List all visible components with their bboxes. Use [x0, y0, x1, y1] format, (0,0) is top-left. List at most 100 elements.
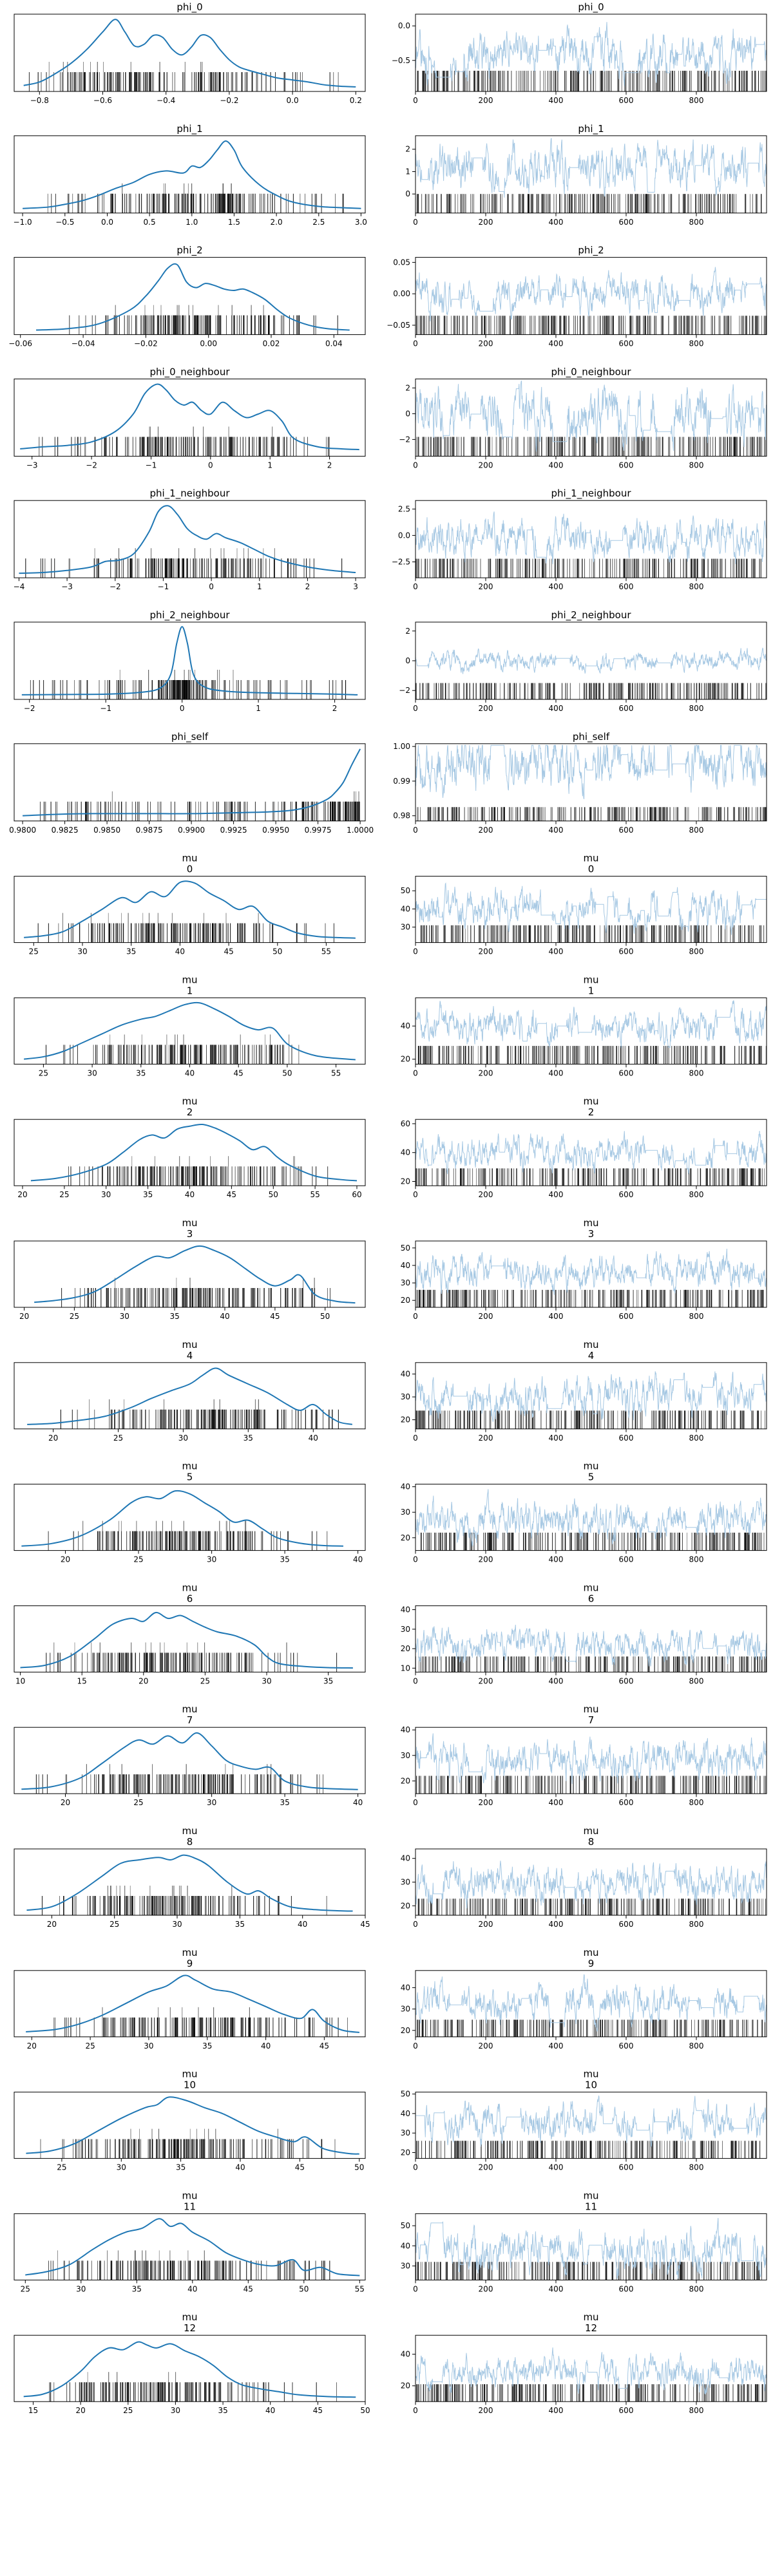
x-tick-label: −2 — [110, 582, 121, 591]
plot-title: mu — [583, 1217, 598, 1229]
x-tick-label: −0.6 — [93, 96, 112, 105]
x-tick-label: 50 — [269, 1190, 278, 1199]
x-tick-label: 200 — [479, 339, 493, 348]
x-tick-label: 0.9900 — [178, 826, 205, 835]
density-curve — [24, 880, 356, 939]
x-tick-label: 800 — [689, 1068, 704, 1077]
plot-title: 0 — [588, 864, 595, 875]
x-tick-label: 45 — [270, 1312, 280, 1321]
y-tick-label: 0.00 — [393, 289, 410, 298]
y-tick-label: 0 — [405, 656, 410, 665]
y-tick-label: 1 — [405, 167, 410, 176]
x-tick-label: 0 — [208, 460, 213, 469]
x-tick-label: −0.02 — [134, 339, 158, 348]
trace-panel: phi_1 2 1 0 0 200 400 600 800 — [405, 123, 767, 227]
y-tick-label: 1.00 — [393, 742, 410, 751]
density-panel: phi_1_neighbour −4 −3 −2 −1 0 1 2 3 — [14, 488, 366, 591]
x-tick-label: 35 — [143, 1190, 153, 1199]
x-tick-label: 30 — [101, 1190, 111, 1199]
density-curve — [21, 626, 358, 696]
rug-marks — [417, 1046, 767, 1065]
axes-frame — [14, 14, 366, 92]
x-tick-label: −0.04 — [72, 339, 95, 348]
x-tick-label: 600 — [619, 704, 634, 713]
x-tick-label: 400 — [549, 460, 564, 469]
x-tick-label: 3 — [353, 582, 358, 591]
rug-marks — [61, 1278, 330, 1307]
rug-marks — [415, 558, 761, 578]
x-tick-label: 0.0 — [287, 96, 299, 105]
x-tick-label: 30 — [87, 1068, 97, 1077]
x-tick-label: 1.5 — [228, 218, 240, 227]
axes-frame — [415, 743, 767, 822]
plot-title: phi_2 — [578, 245, 604, 257]
density-curve — [20, 383, 359, 451]
y-tick-label: 0 — [405, 189, 410, 198]
plot-title: mu — [182, 1095, 197, 1107]
x-tick-label: 800 — [689, 460, 704, 469]
plot-title: mu — [182, 853, 197, 864]
axes-frame — [415, 135, 767, 214]
density-panel: phi_0 −0.8 −0.6 −0.4 −0.2 0.0 0.2 — [14, 1, 366, 105]
x-tick-label: 200 — [479, 96, 493, 105]
y-tick-label: 2 — [405, 145, 410, 154]
y-tick-label: 50 — [401, 886, 410, 895]
plot-title: phi_self — [171, 731, 209, 743]
x-tick-label: 45 — [227, 1190, 236, 1199]
x-tick-label: 25 — [29, 947, 39, 956]
x-tick-label: 50 — [320, 1312, 330, 1321]
y-tick-label: 0.98 — [393, 811, 410, 820]
y-tick-label: 20 — [401, 1177, 410, 1186]
x-tick-label: 40 — [185, 1068, 195, 1077]
x-tick-label: 800 — [689, 582, 704, 591]
x-tick-label: 40 — [185, 1190, 195, 1199]
x-tick-label: 0.9950 — [262, 826, 289, 835]
x-tick-label: 0.9875 — [136, 826, 163, 835]
rug-marks — [47, 183, 344, 213]
x-tick-label: 0.2 — [350, 96, 362, 105]
trace-panel: phi_0 0.0 −0.5 0 200 400 600 800 — [392, 1, 767, 105]
x-tick-label: 600 — [619, 96, 634, 105]
y-tick-label: 0.0 — [398, 21, 410, 30]
plot-title: 1 — [588, 985, 595, 996]
y-tick-label: 0.0 — [398, 531, 410, 540]
plot-title: phi_self — [573, 731, 610, 743]
x-tick-label: −3 — [26, 460, 38, 469]
x-tick-label: 400 — [549, 704, 564, 713]
x-tick-label: 0 — [413, 1068, 418, 1077]
x-tick-label: 200 — [479, 218, 493, 227]
y-tick-label: 0.99 — [393, 777, 410, 786]
x-tick-label: −0.2 — [220, 96, 238, 105]
x-tick-label: 400 — [549, 96, 564, 105]
axes-frame — [14, 997, 366, 1065]
x-tick-label: 400 — [549, 218, 564, 227]
x-tick-label: 200 — [479, 947, 493, 956]
axes-frame — [415, 500, 767, 578]
density-curve — [23, 140, 361, 209]
y-tick-label: 0 — [405, 409, 410, 418]
x-tick-label: 400 — [549, 826, 564, 835]
trace-line — [415, 380, 767, 452]
density-panel: phi_self 0.9800 0.9825 0.9850 0.9875 0.9900 0.… — [9, 731, 374, 835]
x-tick-label: 2 — [332, 704, 338, 713]
trace-panel: phi_2 0.05 0.00 −0.050 200 400 600 800 — [386, 245, 767, 348]
plot-title: phi_1_neighbour — [149, 488, 230, 500]
axes-frame — [415, 997, 767, 1065]
x-tick-label: 200 — [479, 704, 493, 713]
axes-frame — [14, 257, 366, 336]
y-tick-label: 2 — [405, 627, 410, 636]
x-tick-label: 600 — [619, 1068, 634, 1077]
trace-panel: mu2 60 40 200 200 400 600 800 — [401, 1095, 767, 1199]
x-tick-label: 0.9825 — [52, 826, 79, 835]
plot-title: mu — [583, 974, 598, 985]
trace-line — [415, 647, 767, 674]
x-tick-label: −1.0 — [14, 218, 32, 227]
rug-marks — [37, 913, 334, 943]
density-curve — [30, 1123, 358, 1182]
x-tick-label: −1 — [146, 460, 157, 469]
plot-title: phi_1_neighbour — [551, 488, 631, 500]
rug-marks — [45, 1034, 300, 1065]
rug-marks — [417, 194, 767, 213]
density-panel: phi_2 −0.06 −0.04 −0.02 0.00 0.02 0.04 — [8, 245, 366, 348]
